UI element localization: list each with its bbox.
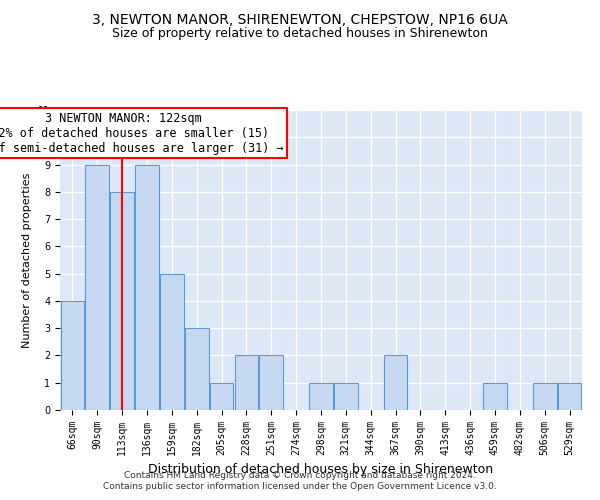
Bar [483,382,507,410]
Bar [135,164,159,410]
X-axis label: Distribution of detached houses by size in Shirenewton: Distribution of detached houses by size … [148,464,494,476]
Text: Contains public sector information licensed under the Open Government Licence v3: Contains public sector information licen… [103,482,497,491]
Bar [533,382,557,410]
Bar [210,382,233,410]
Bar [110,192,134,410]
Bar [185,328,209,410]
Bar [558,382,581,410]
Text: Contains HM Land Registry data © Crown copyright and database right 2024.: Contains HM Land Registry data © Crown c… [124,471,476,480]
Bar [309,382,333,410]
Bar [235,356,258,410]
Bar [259,356,283,410]
Y-axis label: Number of detached properties: Number of detached properties [22,172,32,348]
Text: 3, NEWTON MANOR, SHIRENEWTON, CHEPSTOW, NP16 6UA: 3, NEWTON MANOR, SHIRENEWTON, CHEPSTOW, … [92,12,508,26]
Text: Size of property relative to detached houses in Shirenewton: Size of property relative to detached ho… [112,28,488,40]
Bar [85,164,109,410]
Bar [334,382,358,410]
Bar [61,301,84,410]
Text: 3 NEWTON MANOR: 122sqm
← 32% of detached houses are smaller (15)
66% of semi-det: 3 NEWTON MANOR: 122sqm ← 32% of detached… [0,112,284,154]
Bar [384,356,407,410]
Bar [160,274,184,410]
